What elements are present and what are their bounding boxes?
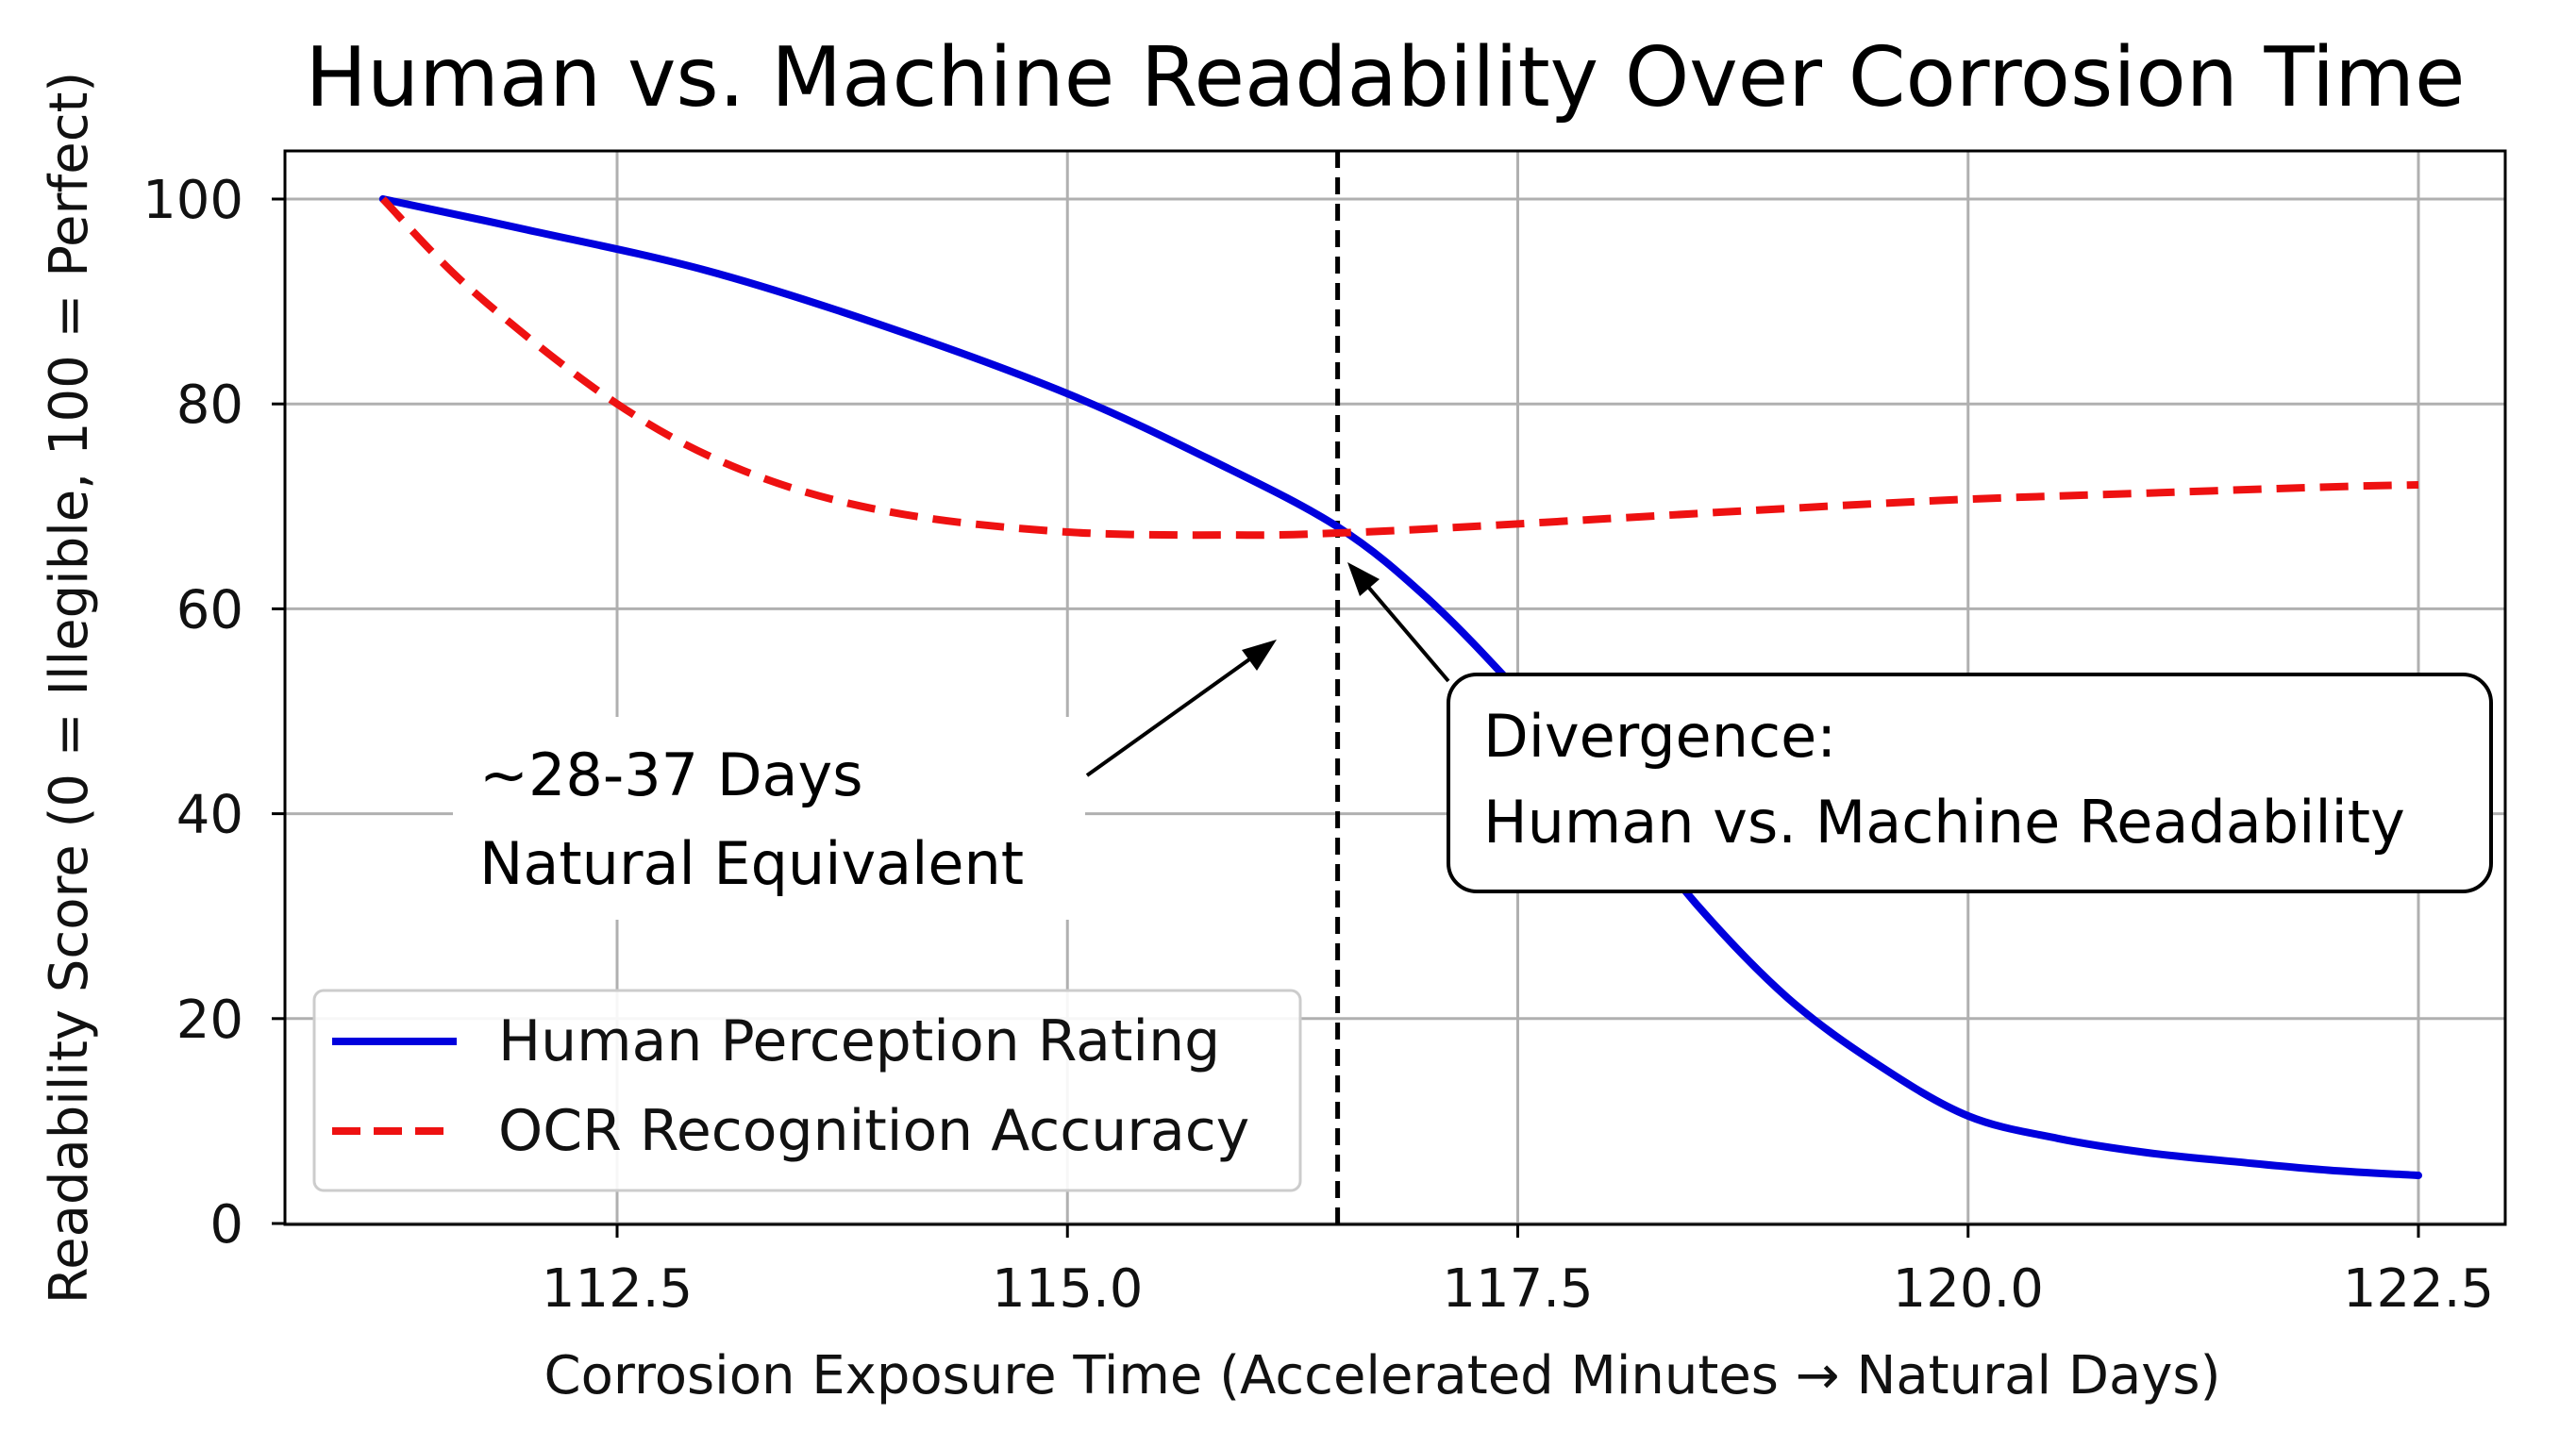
legend-label-ocr: OCR Recognition Accuracy: [498, 1098, 1249, 1164]
x-tick-label: 120.0: [1893, 1258, 2044, 1320]
y-tick-label: 100: [142, 170, 243, 231]
annotation-natural-equivalent-line-1: ~28-37 Days: [479, 741, 863, 809]
annotation-natural-equivalent-line-2: Natural Equivalent: [479, 829, 1024, 898]
y-tick-label: 0: [209, 1194, 243, 1256]
annotation-divergence-arrow: [1355, 572, 1450, 683]
annotation-natural-equivalent-arrowhead: [1242, 640, 1277, 671]
annotation-natural-equivalent-bg: [453, 717, 1085, 920]
legend-box: [312, 989, 1302, 1192]
annotation-divergence-arrowhead: [1347, 562, 1380, 596]
y-tick-label: 80: [176, 374, 243, 436]
x-tick-labels: 112.5 115.0 117.5 120.0 122.5: [542, 1224, 2494, 1320]
x-tick-label: 115.0: [992, 1258, 1143, 1320]
annotation-divergence-box: [1447, 673, 2493, 893]
x-tick-label: 112.5: [542, 1258, 693, 1320]
annotation-natural-equivalent-arrow: [1085, 643, 1271, 777]
x-tick-label: 122.5: [2343, 1258, 2494, 1320]
annotation-divergence: Divergence: Human vs. Machine Readabilit…: [1347, 562, 2493, 893]
chart-title: Human vs. Machine Readability Over Corro…: [306, 29, 2466, 125]
x-tick-label: 117.5: [1442, 1258, 1593, 1320]
y-tick-labels: 0 20 40 60 80 100: [142, 170, 285, 1256]
annotation-divergence-line-2: Human vs. Machine Readability: [1483, 788, 2405, 857]
legend-label-human: Human Perception Rating: [498, 1008, 1220, 1074]
y-axis-label: Readability Score (0 = Illegible, 100 = …: [39, 72, 100, 1305]
x-axis-label: Corrosion Exposure Time (Accelerated Min…: [544, 1345, 2221, 1406]
plot-frame: [283, 149, 2507, 1226]
y-tick-label: 20: [176, 990, 243, 1051]
series-line-ocr-accuracy: [379, 196, 2419, 540]
legend: Human Perception Rating OCR Recognition …: [312, 989, 1302, 1192]
y-tick-label: 40: [176, 785, 243, 846]
y-tick-label: 60: [176, 579, 243, 641]
annotation-divergence-line-1: Divergence:: [1483, 702, 1836, 771]
annotation-natural-equivalent: ~28-37 Days Natural Equivalent: [453, 640, 1277, 920]
